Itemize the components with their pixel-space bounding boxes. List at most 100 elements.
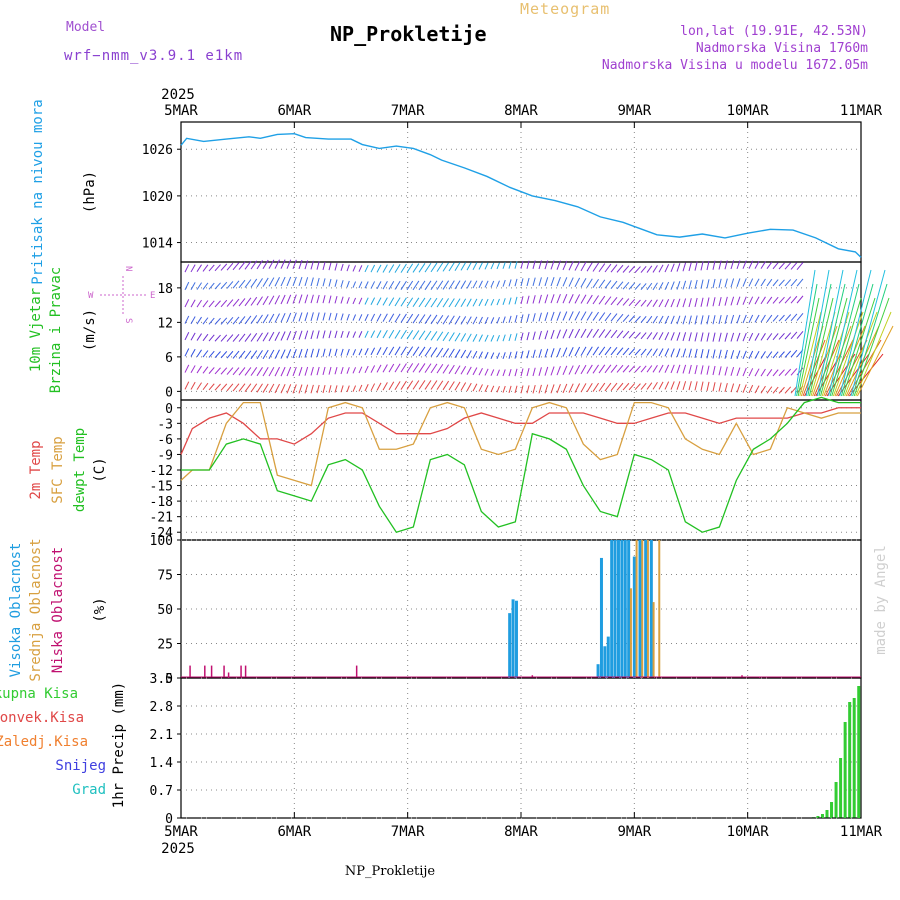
wind-barb: [292, 366, 297, 377]
wind-barb: [796, 330, 804, 339]
wind-barb: [622, 330, 630, 339]
wind-barb: [538, 384, 542, 394]
wind-barb: [586, 262, 593, 272]
wind-barb: [718, 278, 722, 288]
wind-barb: [232, 280, 240, 289]
wind-barb: [520, 332, 524, 341]
wind-barb: [508, 351, 512, 359]
wind-barb: [430, 297, 438, 308]
wind-barb: [754, 350, 760, 359]
wind-barb: [845, 325, 880, 397]
wind-barb: [562, 383, 568, 394]
wind-barb: [334, 313, 338, 321]
wind-barb: [538, 367, 542, 376]
wind-barb: [658, 348, 664, 357]
wind-barb: [676, 315, 681, 325]
wind-barb: [430, 262, 438, 273]
wind-barb: [562, 329, 568, 339]
wind-barb: [532, 260, 536, 269]
wind-barb: [748, 384, 754, 394]
wind-barb: [724, 296, 728, 306]
wind-barb: [834, 325, 866, 397]
wind-barb: [274, 349, 280, 359]
wind-barb: [238, 383, 246, 392]
wind-barb: [568, 311, 574, 321]
wind-barb: [496, 262, 500, 270]
mid-cloud-bar: [635, 540, 638, 678]
wind-barb: [502, 316, 506, 324]
wind-barb: [214, 351, 221, 359]
wind-barb: [406, 380, 414, 390]
wind-barb: [616, 330, 624, 339]
wind-barb: [520, 350, 524, 359]
wind-barb: [202, 282, 209, 290]
wind-barb: [472, 280, 478, 289]
wind-barb: [244, 333, 252, 342]
high-cloud-bar: [606, 636, 610, 678]
wind-barb: [670, 364, 675, 374]
wind-barb: [442, 331, 450, 342]
wind-barb: [598, 279, 606, 289]
y-tick-label: -6: [157, 433, 173, 448]
wind-barb: [700, 261, 704, 271]
wind-barb: [736, 367, 741, 377]
altitude-label: Nadmorska Visina 1760m: [695, 41, 868, 56]
wind-barb: [568, 328, 574, 339]
wind-barb: [208, 317, 215, 325]
wind-barb: [502, 334, 506, 342]
wind-barb: [484, 384, 489, 392]
wind-barb: [334, 295, 338, 304]
wind-barb: [580, 261, 587, 272]
wind-barb: [238, 367, 246, 376]
wind-barb: [766, 261, 773, 270]
wind-barb: [214, 334, 221, 342]
wind-barb: [340, 296, 344, 304]
wind-barb: [628, 365, 636, 373]
wind-barb: [778, 351, 785, 359]
wind-barb: [760, 351, 766, 359]
wind-barb: [436, 380, 444, 390]
wind-barb: [790, 331, 798, 340]
wind-barb: [742, 384, 747, 393]
wind-barb: [760, 368, 766, 377]
wind-barb: [304, 366, 309, 376]
wind-barb: [292, 259, 297, 269]
wind-barb: [208, 383, 215, 391]
wind-barb: [442, 315, 450, 325]
wind-dir-w: W: [88, 291, 94, 301]
wind-barb: [562, 365, 568, 376]
low-cloud-label: Niska Oblacnost: [50, 547, 66, 673]
wind-barb: [262, 366, 269, 377]
wind-barb: [532, 349, 536, 359]
wind-barb: [490, 369, 495, 376]
wind-barb: [760, 314, 766, 323]
wind-barb: [682, 262, 687, 272]
wind-barb: [292, 276, 297, 287]
wind-barb: [394, 280, 401, 290]
wind-barb: [460, 382, 467, 391]
wind-barb: [688, 298, 692, 308]
wind-barb: [394, 297, 401, 307]
wind-barb: [622, 347, 630, 356]
wind-barb: [568, 383, 574, 393]
wind-barb: [658, 315, 664, 324]
wind-barb: [298, 366, 303, 376]
wind-barb: [274, 366, 280, 377]
wind-barb: [304, 294, 309, 304]
wind-barb: [424, 314, 432, 324]
wind-barb: [418, 297, 426, 308]
wind-barb: [436, 280, 444, 290]
wind-barb: [694, 261, 698, 271]
wind-barb: [855, 311, 892, 397]
wind-barb: [778, 279, 785, 287]
wind-barb: [352, 385, 357, 392]
wind-barb: [478, 334, 483, 342]
wind-barb: [442, 298, 450, 308]
wind-barb: [232, 316, 240, 325]
wind-dir-n: N: [123, 266, 133, 271]
wind-barb: [574, 311, 581, 321]
wind-barb: [190, 264, 196, 273]
wind-barb: [358, 265, 363, 272]
wind-barb: [376, 264, 382, 273]
wind-barb: [226, 383, 234, 392]
